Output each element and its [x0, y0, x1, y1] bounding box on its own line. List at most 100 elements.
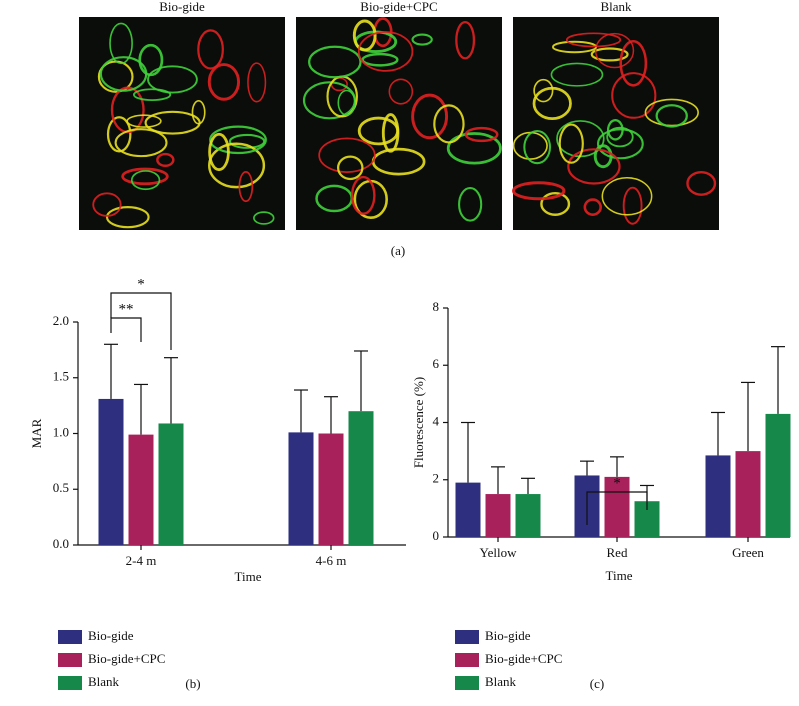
significance-bracket — [586, 491, 648, 525]
y-tick-label: 0.5 — [53, 480, 69, 495]
bar — [515, 494, 541, 537]
bar — [485, 494, 511, 537]
tissue-ring — [156, 152, 175, 168]
legend-swatch — [58, 676, 82, 690]
y-tick-label: 2.0 — [53, 313, 69, 328]
tissue-ring — [138, 43, 164, 77]
tissue-ring — [109, 22, 133, 65]
y-axis-label: Fluorescence (%) — [411, 377, 426, 468]
tissue-ring — [147, 65, 198, 94]
legend-label: Bio-gide — [88, 628, 134, 643]
x-tick-label: Yellow — [480, 545, 518, 560]
tissue-ring — [357, 31, 414, 72]
x-tick-label: Green — [732, 545, 764, 560]
tissue-ring — [611, 72, 657, 119]
tissue-ring — [308, 45, 362, 79]
tissue-ring — [593, 144, 613, 169]
legend-swatch — [58, 630, 82, 644]
tissue-ring — [455, 20, 476, 60]
tissue-ring — [191, 100, 206, 125]
bar — [98, 398, 124, 545]
tissue-ring — [583, 198, 602, 216]
tissue-ring — [411, 93, 449, 140]
tissue-ring — [114, 128, 168, 158]
tissue-ring — [558, 123, 584, 164]
tissue-ring — [247, 62, 267, 103]
tissue-ring — [533, 78, 554, 103]
tissue-ring — [622, 186, 643, 225]
tissue-ring — [352, 19, 377, 52]
tissue-ring — [337, 89, 356, 116]
tissue-ring — [606, 126, 634, 148]
legend-label: Blank — [88, 674, 120, 689]
y-tick-label: 0 — [433, 528, 440, 543]
tissue-ring — [458, 186, 483, 222]
legend-label: Bio-gide+CPC — [485, 651, 562, 666]
x-tick-label: 2-4 m — [126, 553, 157, 568]
panel-caption: (a) — [391, 243, 405, 258]
tissue-ring — [464, 126, 499, 143]
y-tick-label: 2 — [433, 471, 440, 486]
tissue-ring — [336, 155, 364, 181]
tissue-ring — [208, 142, 266, 189]
tissue-ring — [511, 181, 566, 201]
x-axis-label: Time — [235, 569, 262, 584]
tissue-ring — [567, 148, 621, 185]
y-tick-label: 0.0 — [53, 536, 69, 551]
bar — [455, 482, 481, 537]
significance-label: * — [613, 475, 621, 491]
bar — [348, 411, 374, 545]
bar — [318, 433, 344, 545]
tissue-ring — [619, 39, 648, 87]
tissue-ring — [446, 132, 502, 165]
significance-bracket — [110, 317, 142, 342]
tissue-ring — [207, 63, 241, 101]
tissue-ring — [106, 116, 132, 153]
chart: 0.0 0.5 1.0 1.5 2.0 MAR Time 2-4 m 4-6 m Bio-gide… — [29, 276, 406, 691]
tissue-ring — [655, 104, 688, 128]
chart: 0 2 4 6 8 Fluorescence (%) Time Yellow Red Green B… — [411, 299, 791, 691]
legend-label: Bio-gide — [485, 628, 531, 643]
bar — [288, 432, 314, 545]
significance-bracket — [110, 292, 172, 350]
tissue-ring — [590, 47, 629, 62]
tissue-ring — [105, 206, 150, 229]
tissue-ring — [596, 128, 644, 160]
image-label: Blank — [600, 0, 632, 14]
tissue-ring — [594, 32, 635, 69]
tissue-ring — [686, 170, 717, 196]
tissue-ring — [92, 192, 122, 217]
bar — [604, 476, 630, 537]
y-tick-label: 1.5 — [53, 369, 69, 384]
tissue-ring — [121, 167, 169, 186]
y-tick-label: 4 — [433, 413, 440, 428]
y-tick-label: 6 — [433, 356, 440, 371]
panel-caption: (b) — [185, 676, 200, 691]
tissue-ring — [208, 132, 230, 172]
tissue-ring — [253, 211, 275, 225]
y-tick-label: 1.0 — [53, 424, 69, 439]
tissue-ring — [126, 114, 162, 128]
legend-label: Blank — [485, 674, 517, 689]
tissue-ring — [388, 78, 414, 105]
tissue-ring — [381, 113, 400, 153]
tissue-ring — [361, 52, 399, 67]
bar — [158, 423, 184, 545]
tissue-ring — [197, 29, 224, 70]
tissue-ring — [130, 170, 161, 191]
tissue-ring — [99, 56, 148, 92]
significance-label: * — [137, 276, 145, 292]
bar — [735, 451, 761, 537]
legend-swatch — [455, 653, 479, 667]
tissue-ring — [523, 129, 552, 165]
tissue-ring — [433, 104, 465, 144]
tissue-ring — [209, 125, 267, 155]
tissue-ring — [411, 33, 433, 46]
y-tick-label: 8 — [433, 299, 440, 314]
tissue-ring — [228, 133, 266, 149]
bar — [705, 455, 731, 537]
tissue-ring — [550, 62, 604, 87]
tissue-ring — [238, 171, 254, 203]
tissue-ring — [318, 137, 376, 173]
